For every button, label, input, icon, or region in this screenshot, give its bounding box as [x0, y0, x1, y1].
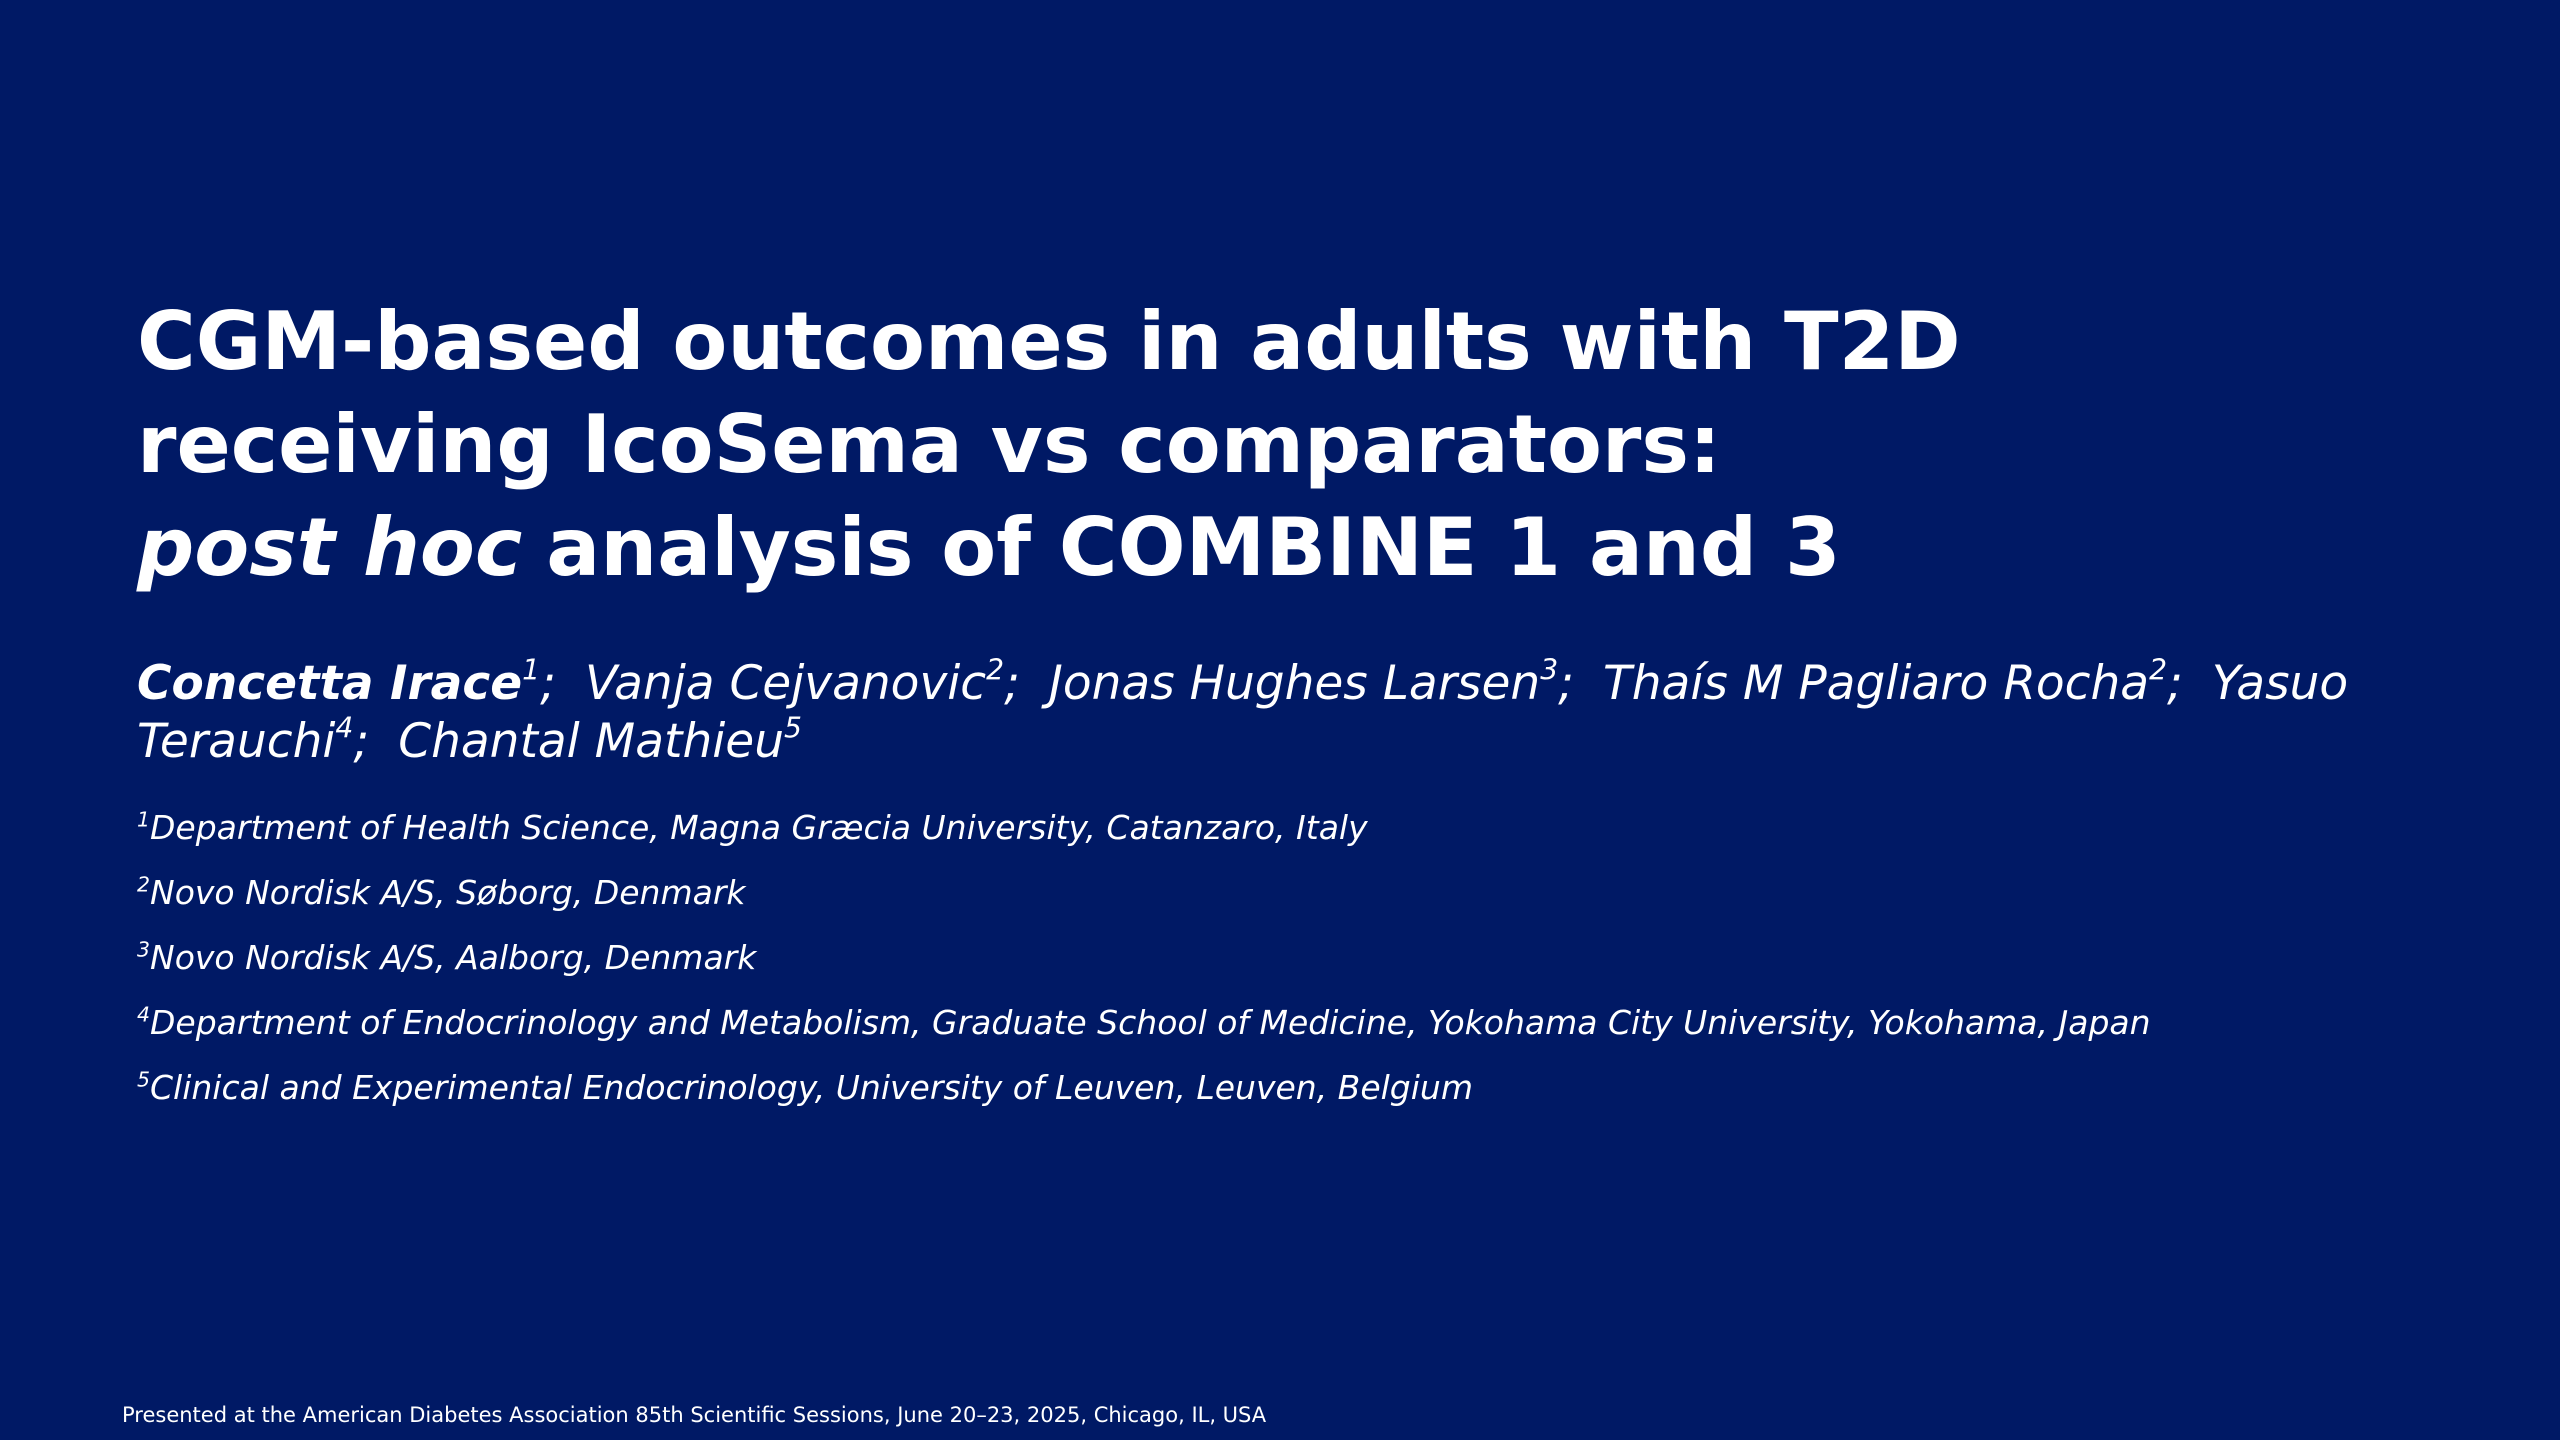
affiliation: 1Department of Health Science, Magna Græ… — [137, 795, 2151, 860]
affiliation: 3Novo Nordisk A/S, Aalborg, Denmark — [137, 925, 2151, 990]
affiliation-number: 3 — [137, 937, 151, 962]
affiliation: 2Novo Nordisk A/S, Søborg, Denmark — [137, 860, 2151, 925]
affiliation-text: Department of Health Science, Magna Græc… — [150, 808, 1368, 847]
title-line: receiving IcoSema vs comparators: — [137, 398, 1721, 491]
author: Vanja Cejvanovic2; — [585, 656, 1034, 711]
affiliation-number: 2 — [137, 872, 151, 897]
affiliation-text: Novo Nordisk A/S, Aalborg, Denmark — [150, 938, 757, 977]
affiliation-number: 5 — [137, 1067, 151, 1092]
author: Jonas Hughes Larsen3; — [1049, 656, 1588, 711]
author: Yasuo Terauchi4; — [137, 656, 2348, 769]
affiliation-text: Clinical and Experimental Endocrinology,… — [150, 1068, 1473, 1107]
footer: Presented at the American Diabetes Assoc… — [122, 1403, 1267, 1427]
title-italic: post hoc — [137, 501, 523, 594]
affiliation-number: 4 — [137, 1002, 151, 1027]
affiliation: 5Clinical and Experimental Endocrinology… — [137, 1055, 2151, 1120]
author: Chantal Mathieu5 — [398, 714, 802, 769]
author-name: Vanja Cejvanovic — [584, 656, 987, 711]
separator: ; — [1558, 656, 1574, 711]
author-affiliation: 4 — [335, 711, 354, 745]
author-name: Yasuo Terauchi — [137, 656, 2349, 769]
author: Concetta Irace1; — [137, 656, 570, 711]
author-name: Thaís M Pagliaro Rocha — [1603, 656, 2150, 711]
affiliation: 4Department of Endocrinology and Metabol… — [137, 990, 2151, 1055]
affiliation-number: 1 — [137, 807, 151, 832]
separator: ; — [1004, 656, 1020, 711]
author-name: Jonas Hughes Larsen — [1048, 656, 1541, 711]
affiliation-text: Department of Endocrinology and Metaboli… — [150, 1003, 2151, 1042]
affiliations: 1Department of Health Science, Magna Græ… — [137, 795, 2151, 1120]
author-affiliation: 2 — [986, 653, 1005, 687]
author: Thaís M Pagliaro Rocha2; — [1603, 656, 2197, 711]
author-name: Chantal Mathieu — [398, 714, 785, 769]
separator: ; — [2167, 656, 2183, 711]
author-name: Concetta Irace — [137, 656, 523, 711]
authors: Concetta Irace1; Vanja Cejvanovic2; Jona… — [137, 655, 2437, 771]
separator: ; — [540, 656, 556, 711]
author-affiliation: 5 — [784, 711, 802, 745]
author-affiliation: 1 — [522, 653, 541, 687]
title-line: post hoc analysis of COMBINE 1 and 3 — [137, 496, 1961, 599]
title: CGM-based outcomes in adults with T2D re… — [137, 290, 1961, 599]
author-affiliation: 2 — [2149, 653, 2168, 687]
title-line: CGM-based outcomes in adults with T2D — [137, 295, 1961, 388]
title-text: analysis of COMBINE 1 and 3 — [546, 501, 1841, 594]
author-affiliation: 3 — [1540, 653, 1559, 687]
affiliation-text: Novo Nordisk A/S, Søborg, Denmark — [150, 873, 746, 912]
separator: ; — [353, 714, 370, 769]
